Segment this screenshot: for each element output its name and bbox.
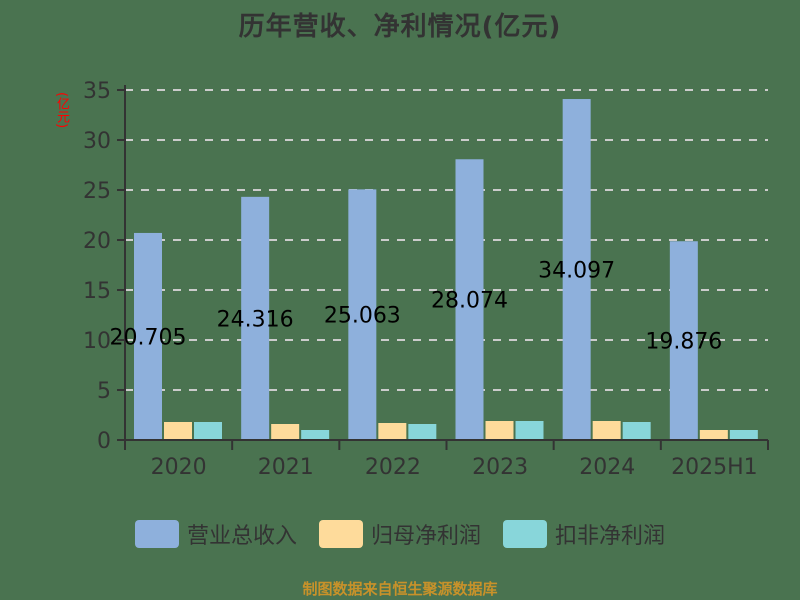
bar-deducted-net-profit[interactable] — [729, 430, 758, 440]
legend-swatch-deducted-net-profit — [503, 520, 547, 548]
legend-label: 扣非净利润 — [555, 524, 666, 549]
data-label: 28.074 — [431, 289, 508, 314]
legend-label: 归母净利润 — [370, 524, 481, 549]
legend-item-revenue[interactable]: 营业总收入 — [134, 518, 297, 550]
legend-label: 营业总收入 — [186, 524, 297, 549]
data-label: 34.097 — [538, 259, 615, 284]
x-tick-label: 2025H1 — [671, 455, 758, 480]
bar-revenue[interactable] — [455, 159, 484, 440]
bar-deducted-net-profit[interactable] — [301, 430, 330, 440]
y-tick-label: 25 — [83, 179, 111, 204]
bar-net-profit[interactable] — [485, 421, 514, 440]
bar-revenue[interactable] — [134, 232, 162, 440]
bar-net-profit[interactable] — [699, 430, 728, 440]
y-tick-label: 5 — [97, 379, 111, 404]
data-labels: 20.705 24.316 25.063 28.074 34.097 19.876 — [110, 259, 723, 355]
y-tick-label: 10 — [83, 329, 111, 354]
y-axis-unit-label: (亿元) — [54, 92, 69, 129]
x-tick-label: 2020 — [151, 455, 207, 480]
legend-swatch-revenue — [134, 520, 179, 548]
data-label: 25.063 — [324, 304, 401, 329]
bar-deducted-net-profit[interactable] — [408, 424, 437, 440]
bar-revenue[interactable] — [562, 99, 591, 440]
data-label: 24.316 — [217, 307, 294, 332]
chart-title: 历年营收、净利情况(亿元) — [238, 12, 562, 42]
legend-item-net-profit[interactable]: 归母净利润 — [318, 518, 481, 550]
x-tick-label: 2022 — [365, 455, 421, 480]
y-tick-label: 0 — [97, 429, 111, 454]
x-tick-label: 2021 — [258, 455, 314, 480]
legend-item-deducted-net-profit[interactable]: 扣非净利润 — [503, 518, 665, 550]
bar-deducted-net-profit[interactable] — [515, 421, 544, 440]
x-tick-label: 2023 — [472, 455, 528, 480]
bar-revenue[interactable] — [669, 241, 698, 440]
bar-revenue[interactable] — [241, 196, 270, 440]
bar-net-profit[interactable] — [378, 423, 407, 440]
bar-revenue[interactable] — [348, 189, 377, 440]
x-axis: 2020 2021 2022 2023 2024 2025H1 — [124, 439, 769, 480]
bar-deducted-net-profit[interactable] — [194, 422, 222, 440]
y-tick-label: 30 — [83, 129, 111, 154]
y-tick-label: 15 — [83, 279, 111, 304]
y-tick-label: 35 — [83, 79, 111, 104]
data-label: 19.876 — [645, 330, 722, 355]
y-axis: 0 5 10 15 20 25 30 35 — [83, 79, 126, 454]
bar-series — [134, 99, 758, 440]
data-label: 20.705 — [110, 325, 187, 350]
legend: 营业总收入 归母净利润 扣非净利润 — [0, 518, 800, 550]
bar-net-profit[interactable] — [592, 421, 621, 440]
x-tick-label: 2024 — [579, 455, 635, 480]
bar-net-profit[interactable] — [271, 424, 300, 440]
bar-deducted-net-profit[interactable] — [622, 422, 651, 440]
y-tick-label: 20 — [83, 229, 111, 254]
bar-net-profit[interactable] — [164, 422, 192, 440]
gridlines — [125, 89, 768, 391]
legend-swatch-net-profit — [318, 520, 363, 548]
source-note: 制图数据来自恒生聚源数据库 — [302, 580, 498, 598]
